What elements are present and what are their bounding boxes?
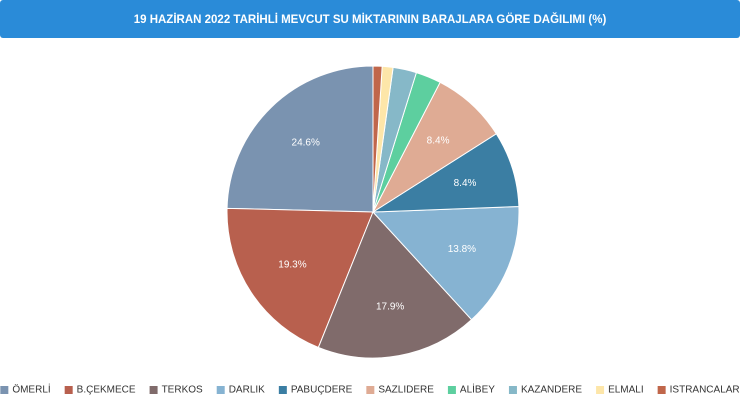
pie-slice (372, 65, 383, 213)
chart-title: 19 HAZİRAN 2022 TARİHLİ MEVCUT SU MİKTAR… (134, 13, 607, 26)
slice-label: 19.3% (278, 260, 306, 271)
legend-swatch (0, 386, 9, 394)
legend-label: ISTRANCALAR (670, 385, 740, 396)
header-bar (0, 0, 740, 38)
legend-swatch (366, 386, 375, 394)
legend-label: ALİBEY (460, 383, 495, 396)
slice-label: 24.6% (292, 138, 320, 149)
legend-swatch (447, 386, 456, 394)
pie-slice (317, 211, 473, 359)
slice-label: 8.4% (454, 178, 477, 189)
pie-slice (226, 65, 374, 213)
legend-label: ELMALI (608, 385, 644, 396)
legend-swatch (278, 386, 287, 394)
legend-label: B.ÇEKMECE (77, 385, 136, 396)
legend-swatch (216, 386, 225, 394)
slice-label: 8.4% (427, 136, 450, 147)
slice-label: 17.9% (376, 301, 404, 312)
legend-swatch (596, 386, 605, 394)
legend-swatch (508, 386, 517, 394)
pie-slice (371, 205, 520, 321)
legend-swatch (657, 386, 666, 394)
legend-swatch (64, 386, 73, 394)
legend-label: SAZLIDERE (378, 385, 434, 396)
legend-swatch (149, 386, 158, 394)
slice-label: 13.8% (448, 244, 476, 255)
legend-label: ÖMERLİ (12, 383, 50, 396)
pie-slice (226, 207, 374, 349)
legend-label: PABUÇDERE (291, 385, 353, 396)
legend-label: KAZANDERE (521, 385, 582, 396)
legend-label: DARLIK (229, 385, 265, 396)
legend-label: TERKOS (162, 385, 203, 396)
